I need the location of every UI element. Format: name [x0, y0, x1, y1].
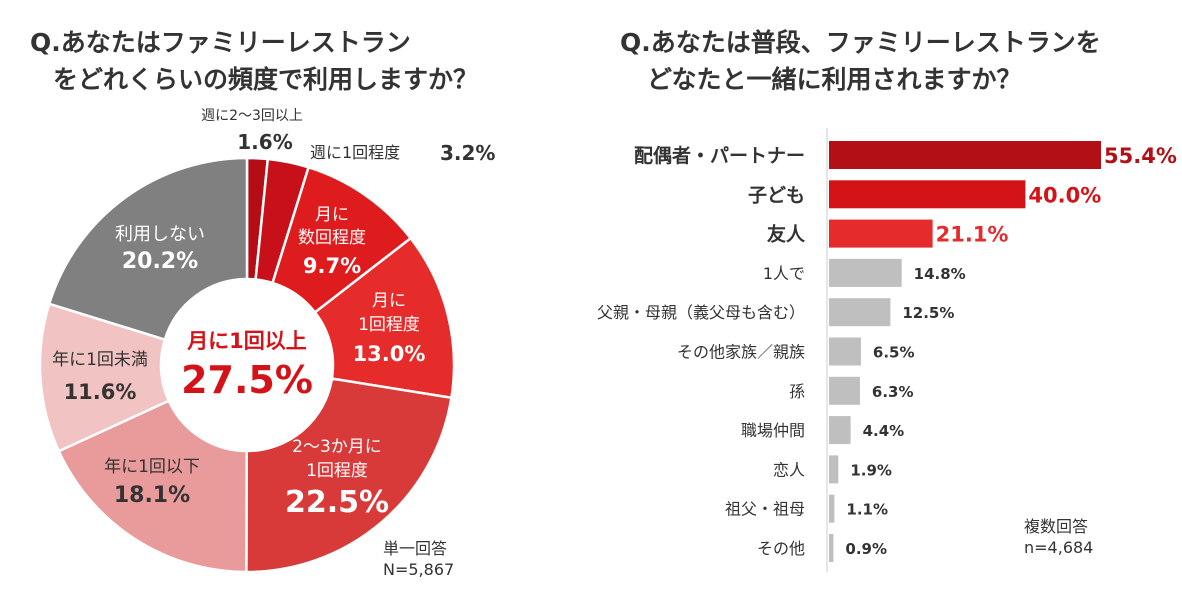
right-question-line2: どなたと一緒に利用されますか？ — [647, 65, 1022, 94]
bar-value-9: 1.1% — [846, 501, 888, 519]
pie-slice-7 — [47, 156, 249, 342]
pie-value-2: 9.7% — [303, 254, 361, 278]
bar-value-5: 6.5% — [873, 344, 915, 362]
bar-1 — [829, 180, 1026, 209]
pie-label-2-text-0: 月に — [315, 205, 349, 225]
pie-value-7: 20.2% — [122, 249, 198, 274]
left-answer-note: 単一回答 N=5,867 — [383, 538, 454, 580]
pie-label-3-text-0: 月に — [372, 291, 406, 311]
pie-label-1: 週に1回程度 3.2% — [310, 141, 495, 165]
bar-10 — [829, 534, 834, 562]
bar-value-10: 0.9% — [845, 540, 887, 558]
left-question-line2: をどれくらいの頻度で利用しますか？ — [53, 65, 479, 94]
bar-chart: 配偶者・パートナー 55.4% 子ども 40.0% 友人 21.1% 1人で 14.8% 父親・… — [597, 128, 1177, 572]
bar-value-2: 21.1% — [936, 223, 1009, 247]
bar-8 — [829, 455, 839, 484]
bar-7 — [829, 416, 851, 445]
bar-value-0: 55.4% — [1104, 144, 1177, 168]
bar-value-7: 4.4% — [863, 422, 905, 440]
bar-category-2: 友人 — [767, 223, 806, 246]
pie-label-4-text-1: 1回程度 — [306, 461, 368, 481]
bar-3 — [829, 258, 902, 287]
bar-9 — [829, 494, 835, 523]
bar-value-4: 12.5% — [902, 304, 954, 322]
pie-label-3: 月に 1回程度 13.0% — [353, 291, 426, 366]
bar-category-9: 祖父・祖母 — [725, 500, 805, 519]
donut-center-value: 27.5% — [181, 358, 313, 402]
bar-value-8: 1.9% — [850, 461, 892, 479]
left-note-count: N=5,867 — [383, 560, 455, 579]
bar-4 — [829, 298, 891, 327]
pie-value-3: 13.0% — [353, 342, 426, 366]
left-question-line1: Q.あなたはファミリーレストラン — [30, 28, 411, 57]
bar-category-7: 職場仲間 — [741, 421, 805, 440]
pie-slice-3 — [313, 236, 456, 400]
pie-label-0-text-0: 週に2〜3回以上 — [201, 108, 303, 124]
bar-category-6: 孫 — [789, 382, 805, 401]
right-answer-note: 複数回答 n=4,684 — [1024, 516, 1093, 558]
bar-category-1: 子ども — [748, 184, 805, 206]
bar-0 — [829, 141, 1101, 169]
bar-category-5: その他家族／親族 — [677, 343, 805, 362]
left-question-title: Q.あなたはファミリーレストラン をどれくらいの頻度で利用しますか？ — [30, 24, 478, 98]
pie-label-4-text-0: 2〜3か月に — [292, 437, 382, 457]
pie-label-0: 週に2〜3回以上 1.6% — [201, 108, 303, 154]
bar-value-6: 6.3% — [872, 383, 914, 401]
bar-category-0: 配偶者・パートナー — [634, 144, 805, 167]
pie-value-6: 11.6% — [64, 380, 137, 404]
bar-6 — [829, 376, 860, 405]
pie-value-0: 1.6% — [237, 130, 292, 154]
bar-category-4: 父親・母親（義父母も含む） — [597, 303, 805, 322]
pie-label-5-text-0: 年に1回以下 — [104, 457, 200, 477]
pie-label-3-text-1: 1回程度 — [358, 315, 420, 335]
left-note-type: 単一回答 — [383, 539, 448, 558]
pie-label-4: 2〜3か月に 1回程度 22.5% — [285, 437, 389, 520]
pie-value-5: 18.1% — [114, 483, 190, 508]
donut-center-label: 月に1回以上 — [186, 329, 307, 353]
bar-5 — [829, 337, 861, 366]
pie-label-2-text-1: 数回程度 — [298, 228, 366, 248]
bar-category-10: その他 — [757, 539, 805, 558]
right-note-count: n=4,684 — [1024, 538, 1094, 557]
right-note-type: 複数回答 — [1024, 517, 1089, 536]
pie-label-6-text-0: 年に1回未満 — [52, 350, 148, 370]
bar-value-1: 40.0% — [1028, 183, 1101, 207]
pie-label-5: 年に1回以下 18.1% — [104, 457, 200, 508]
bar-category-8: 恋人 — [773, 460, 805, 479]
bar-category-3: 1人で — [763, 264, 805, 283]
pie-label-7: 利用しない 20.2% — [115, 224, 205, 274]
right-question-line1: Q.あなたは普段、ファミリーレストランを — [620, 28, 1101, 57]
bar-value-3: 14.8% — [914, 265, 966, 283]
right-question-title: Q.あなたは普段、ファミリーレストランを どなたと一緒に利用されますか？ — [620, 24, 1101, 98]
pie-value-1: 3.2% — [440, 141, 495, 165]
pie-label-7-text-0: 利用しない — [115, 224, 205, 245]
pie-value-4: 22.5% — [285, 485, 389, 520]
pie-slice-5 — [57, 399, 248, 574]
pie-label-6: 年に1回未満 11.6% — [52, 350, 148, 404]
pie-label-1-text-0: 週に1回程度 — [310, 143, 400, 162]
pie-slice-4 — [245, 377, 453, 574]
bar-2 — [829, 219, 933, 248]
